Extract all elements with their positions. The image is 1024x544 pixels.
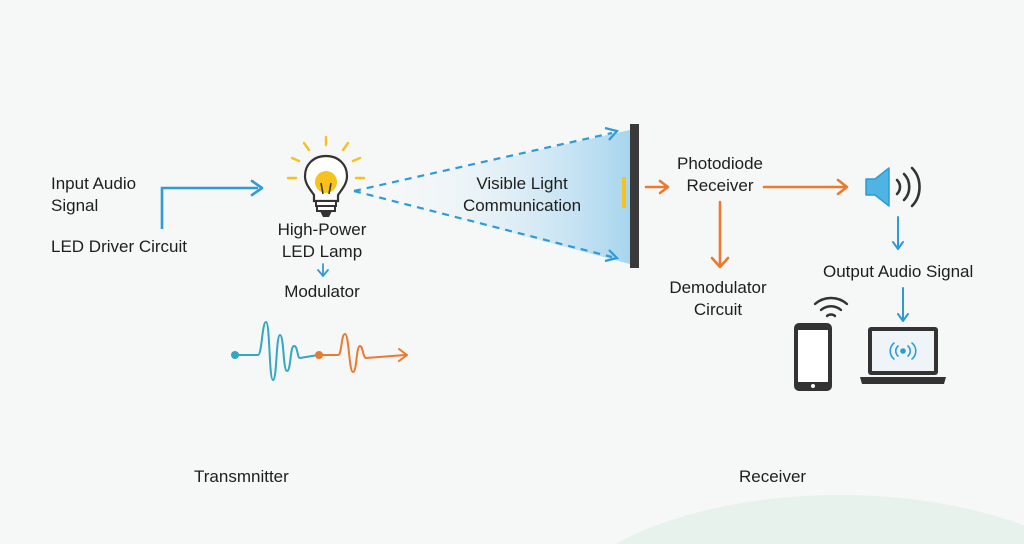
speaker-icon xyxy=(865,166,921,208)
photodetector-panel xyxy=(630,124,639,268)
laptop-icon xyxy=(860,327,946,384)
wifi-icon xyxy=(813,296,849,318)
speaker-to-output-arrow xyxy=(892,216,904,250)
light-beam xyxy=(354,130,630,264)
modulator-label: Modulator xyxy=(284,282,360,301)
photodiode-to-demodulator-arrow xyxy=(710,200,730,269)
receiver-section-label: Receiver xyxy=(739,467,807,486)
lamp-to-modulator-arrow xyxy=(317,263,329,278)
vlc-label: Visible Light Communication xyxy=(462,174,582,215)
transmitter-section-label: Transmnitter xyxy=(194,467,289,486)
smartphone-icon xyxy=(794,323,832,391)
light-bulb-icon xyxy=(286,135,366,217)
broadcast-icon xyxy=(889,342,917,360)
input-audio-label: Input Audio Signal xyxy=(51,174,137,215)
photodiode-to-speaker-arrow xyxy=(762,178,849,196)
demodulator-label: Demodulator Circuit xyxy=(669,278,767,319)
output-to-laptop-arrow xyxy=(897,287,909,322)
panel-to-photodiode-arrow xyxy=(644,179,670,195)
input-signal-arrow xyxy=(160,186,258,229)
photodiode-label: Photodiode Receiver xyxy=(676,154,764,195)
output-audio-label: Output Audio Signal xyxy=(823,262,974,281)
modulated-waveform xyxy=(231,321,408,381)
led-driver-label: LED Driver Circuit xyxy=(51,237,188,256)
lamp-label: High-Power LED Lamp xyxy=(277,220,367,261)
